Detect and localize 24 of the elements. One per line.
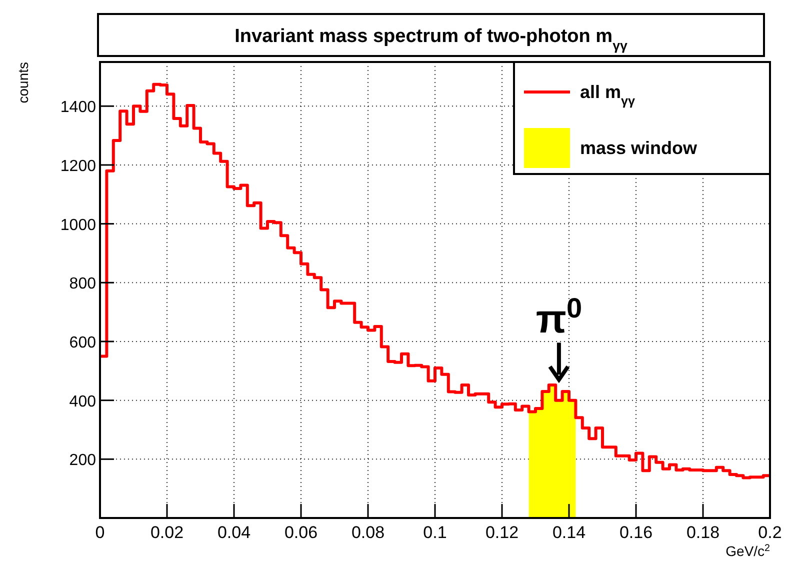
x-tick-label: 0.2: [758, 523, 782, 542]
x-tick-label: 0.04: [217, 523, 251, 542]
annotation: π$^{0}$: [536, 292, 582, 342]
chart-title: Invariant mass spectrum of two-photon m$_{γγ}$: [234, 26, 628, 52]
x-tick-label: 0.02: [150, 523, 184, 542]
x-tick-label: 0.16: [619, 523, 653, 542]
y-tick-label: 200: [69, 452, 96, 470]
x-tick-label: 0.12: [485, 523, 519, 542]
y-tick-label: 1400: [60, 99, 96, 116]
legend-label: all m$_{γγ}$: [580, 82, 636, 108]
y-tick-label: 1200: [60, 158, 96, 175]
y-tick-label: 400: [69, 393, 96, 410]
y-axis-title: counts: [15, 62, 31, 104]
x-tick-label: 0.18: [686, 523, 720, 542]
legend-label: mass window: [580, 138, 698, 158]
x-axis-title: GeV/c$^{2}$: [726, 542, 770, 559]
x-tick-label: 0.06: [284, 523, 318, 542]
x-tick-label: 0.1: [423, 523, 447, 542]
y-tick-label: 800: [69, 276, 96, 293]
y-tick-label: 1000: [60, 216, 96, 234]
x-tick-label: 0: [95, 523, 105, 542]
y-tick-label: 600: [69, 334, 96, 352]
x-tick-label: 0.14: [552, 523, 586, 542]
x-tick-label: 0.08: [351, 523, 385, 542]
